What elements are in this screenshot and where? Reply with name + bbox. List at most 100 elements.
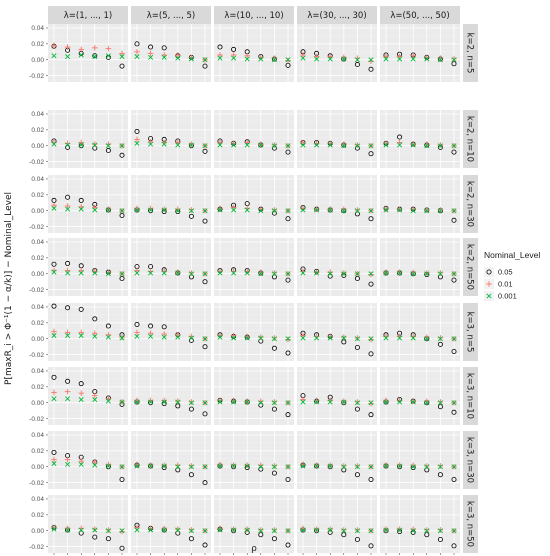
y-tick-label: 0.00	[31, 336, 44, 343]
data-point-cross	[175, 270, 181, 276]
data-point-cross	[410, 399, 416, 405]
data-point-plus	[51, 328, 57, 335]
data-point-cross	[217, 399, 223, 405]
data-point-circle	[437, 536, 443, 542]
data-point-circle	[437, 341, 443, 347]
facet-panel	[380, 431, 460, 489]
data-point-cross	[397, 270, 403, 276]
data-point-plus	[341, 270, 347, 276]
data-point-cross	[65, 270, 71, 276]
data-point-cross	[271, 336, 277, 342]
data-point-plus	[51, 42, 57, 49]
data-point-cross	[161, 527, 167, 533]
y-tick-label: -0.02	[29, 352, 44, 359]
data-point-cross	[327, 271, 333, 277]
data-point-circle	[451, 149, 457, 155]
data-point-cross	[424, 528, 430, 534]
y-tick-label: 0.02	[31, 255, 44, 262]
axes: -0.02 0.00 0.02 0.04 -0.02 0.00 0.02 0.04 -0.02 0…	[4, 25, 455, 555]
data-point-circle	[51, 374, 57, 380]
facet-strip-row	[463, 238, 478, 296]
data-point-cross	[78, 206, 84, 212]
data-point-circle	[368, 412, 374, 418]
y-tick-label: 0.02	[31, 384, 44, 391]
data-point-plus	[285, 336, 291, 343]
data-point-cross	[314, 270, 320, 276]
data-point-cross	[354, 208, 360, 214]
facet-strip-row	[463, 303, 478, 361]
data-point-cross	[368, 528, 374, 534]
y-tick-label: 0.02	[31, 320, 44, 327]
data-point-cross	[188, 464, 194, 470]
data-point-cross	[78, 142, 84, 148]
data-point-cross	[424, 464, 430, 470]
data-point-plus	[451, 56, 457, 62]
legend-key-circle	[486, 269, 492, 275]
data-point-plus	[341, 398, 347, 404]
data-point-plus	[424, 527, 430, 533]
legend-key-cross	[486, 293, 492, 299]
data-point-cross	[175, 464, 181, 470]
data-point-circle	[437, 472, 443, 478]
data-point-cross	[285, 143, 291, 149]
data-point-cross	[92, 527, 98, 533]
data-point-cross	[368, 271, 374, 277]
y-tick-label: -0.02	[29, 73, 44, 80]
legend-item: 0.01	[484, 279, 513, 289]
data-point-plus	[64, 329, 71, 336]
data-point-cross	[148, 207, 154, 213]
y-tick-label: 0.02	[31, 448, 44, 455]
y-tick-label: -0.02	[29, 159, 44, 166]
data-point-plus	[64, 44, 71, 50]
data-point-circle	[65, 378, 71, 384]
data-point-cross	[341, 335, 347, 341]
data-point-circle	[51, 303, 57, 309]
data-point-cross	[314, 56, 320, 62]
data-point-cross	[368, 143, 374, 149]
data-point-plus	[230, 526, 237, 532]
data-point-plus	[271, 142, 278, 148]
facet-panel	[48, 175, 128, 233]
data-point-plus	[313, 269, 320, 275]
facet-panel	[214, 24, 294, 82]
data-point-cross	[148, 333, 154, 339]
facet-strip-col	[48, 6, 128, 24]
data-point-circle	[202, 411, 208, 417]
data-point-plus	[258, 334, 264, 340]
data-point-cross	[354, 464, 360, 470]
data-point-cross	[105, 528, 111, 534]
data-point-cross	[271, 464, 277, 470]
data-point-plus	[92, 141, 98, 147]
data-point-circle	[92, 53, 98, 59]
data-point-circle	[105, 323, 111, 329]
data-point-circle	[271, 406, 277, 412]
data-point-cross	[397, 399, 403, 405]
data-point-cross	[51, 526, 57, 532]
data-point-plus	[271, 270, 278, 276]
data-point-plus	[119, 50, 125, 57]
data-point-cross	[397, 142, 403, 148]
data-point-plus	[437, 527, 444, 533]
y-axis-title: P[maxR_i > Φ⁻¹(1 − α/k)] − Nominal_Level	[4, 192, 14, 385]
facet-panel	[380, 175, 460, 233]
y-tick-label: 0.00	[31, 464, 44, 471]
x-axis-title: ρ	[251, 544, 257, 554]
data-point-plus	[188, 399, 195, 405]
data-point-cross	[341, 271, 347, 277]
data-point-plus	[188, 270, 195, 276]
data-point-plus	[410, 141, 416, 147]
y-tick-label: -0.02	[29, 416, 44, 423]
data-point-cross	[65, 206, 71, 212]
data-point-plus	[368, 271, 374, 278]
data-point-plus	[437, 142, 444, 148]
data-point-cross	[383, 527, 389, 533]
data-point-cross	[65, 396, 71, 402]
data-point-cross	[105, 398, 111, 404]
facet-panel	[380, 24, 460, 82]
data-point-plus	[437, 270, 444, 276]
data-point-circle	[451, 277, 457, 283]
legend-label: 0.05	[498, 268, 513, 277]
data-point-cross	[231, 270, 237, 276]
data-point-circle	[285, 149, 291, 155]
data-point-cross	[368, 208, 374, 214]
